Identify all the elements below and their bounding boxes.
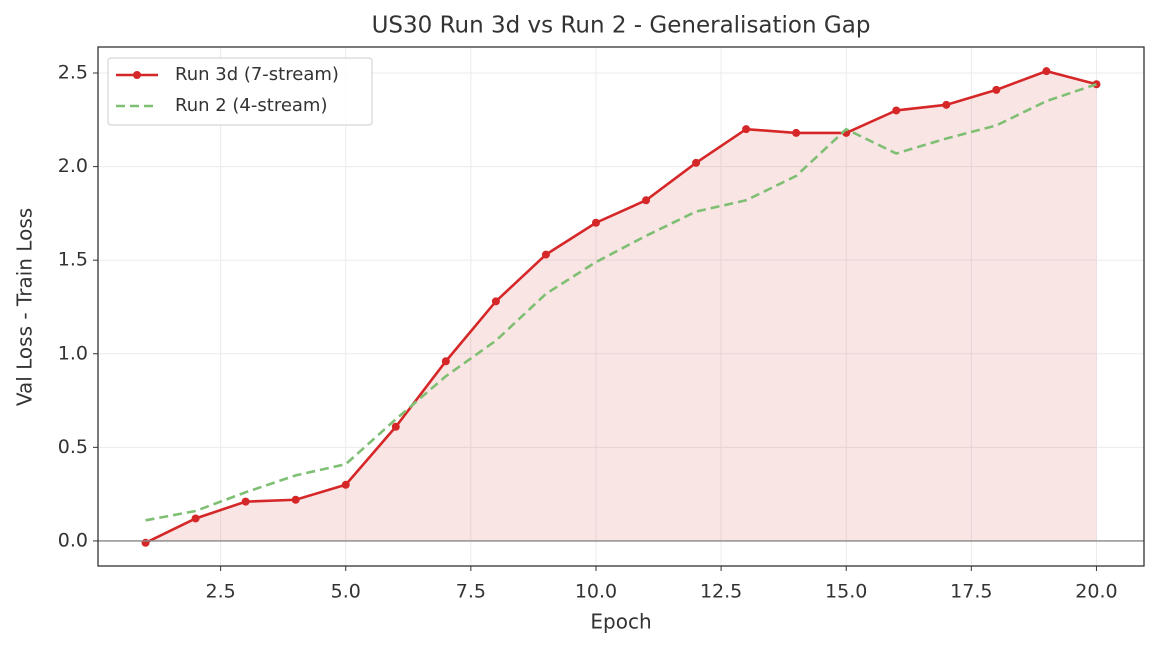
- marker: [792, 128, 801, 137]
- x-tick-label: 10.0: [575, 581, 617, 603]
- legend-label: Run 3d (7-stream): [175, 64, 339, 85]
- legend-marker: [133, 71, 141, 79]
- marker: [591, 218, 600, 227]
- x-tick-label: 20.0: [1075, 581, 1117, 603]
- marker: [441, 357, 450, 366]
- legend-box: [107, 57, 373, 126]
- marker: [291, 495, 300, 504]
- legend-label: Run 2 (4-stream): [175, 95, 327, 116]
- marker: [942, 100, 951, 109]
- y-axis-label: Val Loss - Train Loss: [13, 208, 37, 406]
- x-tick-label: 15.0: [825, 581, 867, 603]
- x-tick-label: 12.5: [700, 581, 742, 603]
- x-tick-label: 5.0: [331, 581, 361, 603]
- y-tick-label: 0.5: [58, 436, 88, 458]
- area: [145, 71, 1097, 543]
- marker: [341, 480, 350, 489]
- marker: [692, 158, 701, 167]
- y-tick-label: 1.5: [58, 249, 88, 271]
- marker: [1042, 67, 1051, 76]
- line: [144, 69, 1097, 544]
- plot-frame: [97, 46, 1145, 567]
- marker: [391, 422, 400, 431]
- marker: [642, 196, 651, 205]
- y-tick-label: 2.5: [58, 62, 88, 84]
- marker: [141, 538, 150, 547]
- y-tick-label: 0.0: [58, 529, 88, 551]
- x-tick-label: 7.5: [456, 581, 486, 603]
- marker: [992, 85, 1001, 94]
- line: [145, 83, 1097, 522]
- marker: [241, 497, 250, 506]
- y-tick-label: 1.0: [58, 342, 88, 364]
- chart-title: US30 Run 3d vs Run 2 - Generalisation Ga…: [372, 13, 871, 39]
- x-tick-label: 17.5: [950, 581, 992, 603]
- x-tick-label: 2.5: [206, 581, 236, 603]
- marker: [191, 514, 200, 523]
- y-tick-label: 2.0: [58, 155, 88, 177]
- marker: [541, 250, 550, 259]
- marker: [892, 106, 901, 115]
- marker: [742, 125, 751, 134]
- marker: [491, 297, 500, 306]
- x-axis-label: Epoch: [590, 610, 651, 634]
